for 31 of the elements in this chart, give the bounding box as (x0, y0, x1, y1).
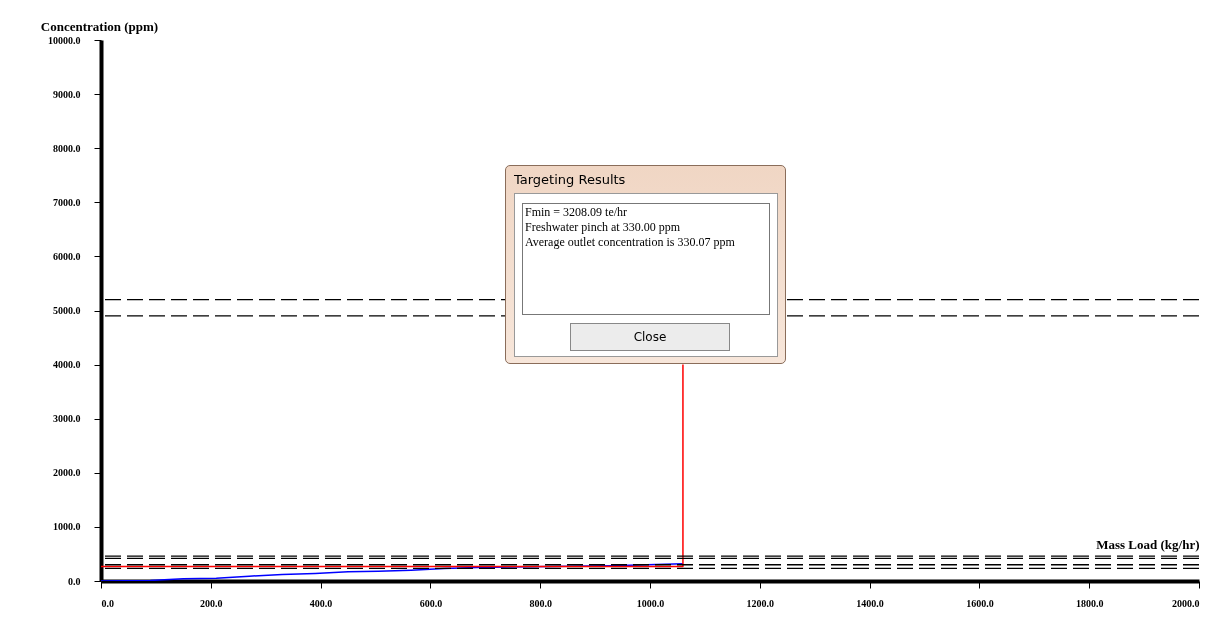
y-tick-label: 9000.0 (53, 88, 81, 100)
y-tick-label: 5000.0 (53, 305, 81, 316)
y-tick-label: 2000.0 (53, 467, 81, 479)
close-button[interactable]: Close (570, 323, 730, 351)
y-tick-label: 8000.0 (53, 142, 81, 154)
y-tick-label: 3000.0 (53, 413, 81, 425)
y-axis-title: Concentration (ppm) (40, 18, 159, 34)
annotation: Freshwater pinch at 330.00 ppm (525, 220, 681, 235)
y-tick-label: 4000.0 (53, 359, 81, 371)
y-tick-label: 10000.0 (48, 34, 81, 46)
annotation: Fmin = 3208.09 te/hr (525, 205, 629, 220)
annotation: Average outlet concentration is 330.07 ppm (525, 235, 736, 250)
x-tick-label: 1600.0 (966, 597, 994, 609)
line-series (101, 562, 684, 581)
x-tick-label: 2000.0 (1172, 597, 1200, 609)
x-tick-label: 200.0 (200, 597, 223, 609)
x-axis-title: Mass Load (kg/hr) (1096, 536, 1200, 552)
y-tick-label: 0.0 (68, 575, 81, 587)
y-tick-label: 6000.0 (53, 250, 81, 262)
annotation: Targeting Results (514, 172, 626, 187)
x-tick-label: 1800.0 (1075, 597, 1104, 609)
x-tick-label: 600.0 (419, 597, 443, 609)
text-field: Fmin = 3208.09 te/hr Freshwater pinch at 330.00 ppm Average outlet concentration is 330.07 ppm (522, 203, 770, 315)
x-tick-label: 800.0 (529, 597, 552, 609)
x-tick-label: 400.0 (309, 597, 333, 609)
x-tick-label: 1200.0 (746, 597, 775, 609)
x-tick-label: 1000.0 (636, 597, 665, 609)
x-tick-label: 1400.0 (856, 597, 884, 609)
y-tick-label: 1000.0 (53, 521, 81, 533)
x-tick-label: 0.0 (101, 597, 114, 609)
y-tick-label: 7000.0 (53, 196, 81, 208)
